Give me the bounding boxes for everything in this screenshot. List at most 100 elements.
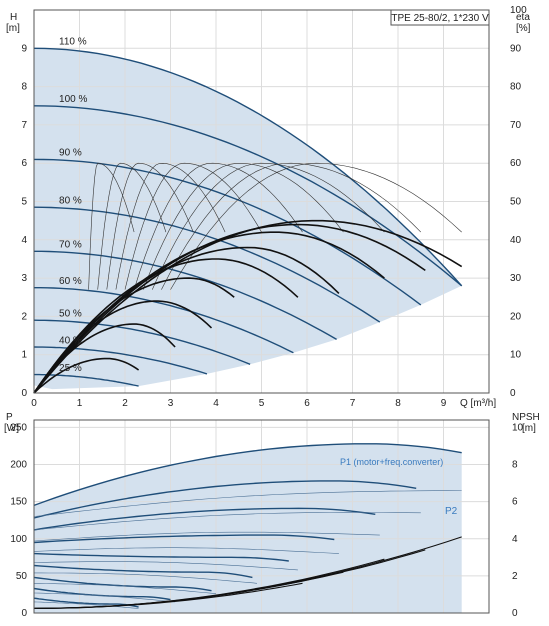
y-left-tick-label: 3 <box>21 273 27 284</box>
thin-efficiency-curve <box>124 162 262 290</box>
y-left-tick-label: 5 <box>21 197 27 208</box>
speed-curve <box>33 346 208 375</box>
p-tick-label: 100 <box>10 534 27 545</box>
bottom-left-ticks: 0 50 100 150 200 250 <box>10 422 27 619</box>
p-tick-label: 150 <box>10 497 27 508</box>
y-left-unit: [m] <box>6 23 20 34</box>
top-grid <box>34 10 489 393</box>
y-left-tick-label: 2 <box>21 311 27 322</box>
x-tick-label: 6 <box>304 398 310 409</box>
power-curve-p1 <box>33 480 417 519</box>
npsh-tick-label: 10 <box>512 422 524 433</box>
top-plot-frame <box>33 9 490 394</box>
operating-area <box>34 48 462 390</box>
power-curve-p1 <box>33 534 335 544</box>
x-tick-label: 8 <box>395 398 401 409</box>
x-axis-label: Q [m³/h] <box>460 398 496 409</box>
y-right-tick-label: 20 <box>510 311 522 322</box>
y-right-tick-label: 100 <box>510 5 527 16</box>
p-tick-label: 0 <box>21 608 27 619</box>
power-curve-p2 <box>33 547 339 554</box>
npsh-tick-label: 2 <box>512 571 518 582</box>
p1-label: P1 (motor+freq.converter) <box>340 457 443 467</box>
y-right-label: eta <box>516 12 530 23</box>
top-left-ticks: 0 1 2 3 4 5 6 7 8 9 <box>21 43 27 399</box>
power-curve-p2 <box>34 572 258 584</box>
thin-efficiency-curve <box>161 162 422 290</box>
x-tick-label: 5 <box>259 398 265 409</box>
y-left-tick-label: 0 <box>21 388 27 399</box>
efficiency-curve <box>33 323 176 394</box>
y-right-tick-label: 30 <box>510 273 522 284</box>
x-tick-label: 1 <box>77 398 83 409</box>
thin-efficiency-curve <box>106 162 194 290</box>
x-tick-label: 7 <box>350 398 356 409</box>
npsh-axis-label: NPSH <box>512 412 540 423</box>
efficiency-curve <box>33 300 213 394</box>
x-tick-label: 9 <box>441 398 447 409</box>
power-curve-p1 <box>33 564 253 579</box>
speed-label: 90 % <box>59 148 82 159</box>
speed-curve <box>33 206 381 323</box>
y-right-tick-label: 80 <box>510 82 522 93</box>
x-tick-label: 3 <box>168 398 174 409</box>
y-right-tick-label: 40 <box>510 235 522 246</box>
y-right-tick-label: 0 <box>510 388 516 399</box>
y-right-unit: [%] <box>516 23 531 34</box>
npsh-tick-label: 4 <box>512 534 518 545</box>
x-tick-label: 4 <box>213 398 219 409</box>
thin-efficiency-curve <box>115 162 226 290</box>
npsh-tick-label: 8 <box>512 460 518 471</box>
speed-label: 25 % <box>59 363 82 374</box>
power-curve-p2 <box>33 561 298 571</box>
power-curve-p1 <box>33 443 462 507</box>
y-left-tick-label: 4 <box>21 235 27 246</box>
y-right-tick-label: 50 <box>510 197 522 208</box>
speed-curve <box>34 250 337 341</box>
p-tick-label: 250 <box>10 422 27 433</box>
npsh-curve <box>33 582 303 609</box>
bottom-right-ticks: 0 2 4 6 8 10 <box>512 422 524 619</box>
speed-curve <box>33 47 463 287</box>
power-curve-p2 <box>33 601 139 609</box>
speed-label: 80 % <box>59 195 82 206</box>
y-right-tick-label: 90 <box>510 43 522 54</box>
p-tick-label: 200 <box>10 460 27 471</box>
y-left-tick-label: 6 <box>21 158 27 169</box>
speed-label: 50 % <box>59 308 82 319</box>
chart-title-box <box>390 9 490 26</box>
power-npsh-chart: 0 50 100 150 200 250 0 2 4 6 8 10 P [W] NPSH [m] P… <box>4 412 540 619</box>
power-curve-p2 <box>33 531 380 542</box>
power-curve-p1 <box>33 507 376 531</box>
speed-curve <box>33 105 463 287</box>
top-x-ticks: 0 1 2 3 4 5 6 7 8 9 <box>31 398 447 409</box>
power-curve-p2 <box>33 583 217 594</box>
y-right-tick-label: 10 <box>510 350 522 361</box>
speed-label: 110 % <box>59 37 87 48</box>
efficiency-curve <box>33 357 140 394</box>
speed-curve <box>34 373 139 387</box>
npsh-axis-unit: [m] <box>522 423 536 434</box>
p-axis-label: P <box>6 412 13 423</box>
power-curve-p2 <box>33 592 176 603</box>
top-right-ticks: 0 10 20 30 40 50 60 70 80 90 100 <box>510 5 527 399</box>
speed-label: 60 % <box>59 276 82 287</box>
efficiency-curve <box>33 223 426 394</box>
thin-efficiency-curve <box>152 162 385 290</box>
power-curve-p1 <box>33 597 139 608</box>
speed-curve <box>33 319 251 365</box>
p-tick-label: 50 <box>16 571 28 582</box>
speed-curve <box>34 287 294 354</box>
p2-label: P2 <box>445 506 458 517</box>
speed-label: 40 % <box>59 335 82 346</box>
speed-label: 70 % <box>59 240 82 251</box>
thin-efficiency-curve <box>133 162 303 290</box>
x-tick-label: 2 <box>122 398 128 409</box>
power-curve-p2 <box>33 512 421 531</box>
thin-efficiency-curve <box>170 162 462 290</box>
y-left-tick-label: 7 <box>21 120 27 131</box>
power-curve-p2 <box>33 490 462 517</box>
x-tick-label: 0 <box>31 398 37 409</box>
top-curves <box>33 47 463 394</box>
